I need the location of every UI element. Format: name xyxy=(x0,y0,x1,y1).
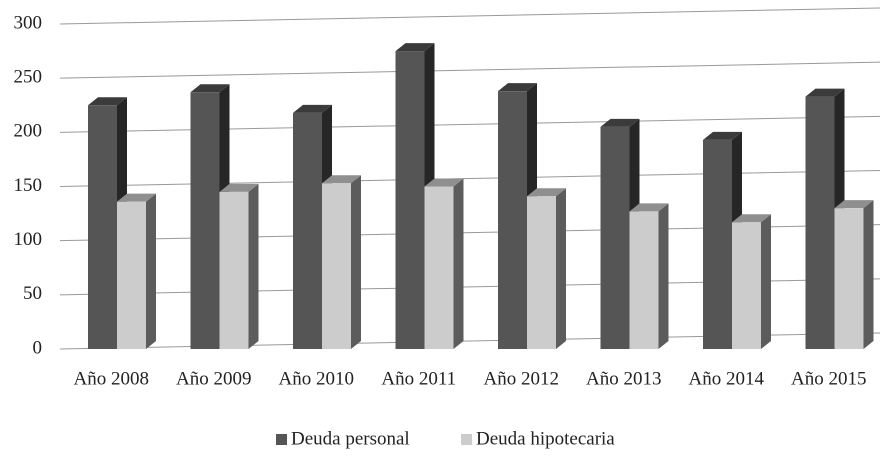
x-tick-label: Año 2014 xyxy=(689,368,765,389)
grid-line xyxy=(59,115,881,133)
bar-top xyxy=(293,104,332,113)
bar-top xyxy=(629,203,669,212)
legend-swatch xyxy=(461,434,472,445)
bar-side xyxy=(146,193,156,349)
legend-swatch xyxy=(276,434,287,445)
bar-top xyxy=(322,175,361,184)
y-tick-label: 150 xyxy=(14,175,43,196)
bar-top xyxy=(805,88,845,97)
bar xyxy=(703,139,732,349)
x-tick-label: Año 2009 xyxy=(176,368,251,389)
bar-top xyxy=(395,43,435,52)
x-tick-label: Año 2012 xyxy=(484,368,559,389)
bar xyxy=(600,126,630,350)
bar-side xyxy=(863,200,874,349)
bar-top xyxy=(219,183,259,192)
bar xyxy=(117,201,146,349)
grid-line xyxy=(59,170,881,187)
bar-top xyxy=(424,178,464,187)
bar-side xyxy=(351,175,361,349)
x-tick-label: Año 2015 xyxy=(791,368,866,389)
bar-side xyxy=(453,178,464,349)
bar xyxy=(629,211,659,349)
bar-top xyxy=(600,118,640,127)
y-tick-label: 0 xyxy=(33,337,43,358)
bar-side xyxy=(248,183,259,349)
bar xyxy=(190,92,220,349)
grid-line xyxy=(59,7,881,25)
x-tick-label: Año 2013 xyxy=(586,368,661,389)
bar xyxy=(219,191,249,349)
bar-top xyxy=(527,188,566,197)
bar xyxy=(732,222,761,349)
bar-top xyxy=(834,200,874,209)
y-tick-label: 200 xyxy=(14,121,43,142)
bar xyxy=(322,183,351,349)
legend-label: Deuda hipotecaria xyxy=(476,428,615,449)
bar xyxy=(395,51,425,349)
x-tick-label: Año 2010 xyxy=(279,368,354,389)
bar-side xyxy=(556,188,566,349)
bar xyxy=(424,186,454,349)
bar-side xyxy=(658,203,669,349)
x-tick-label: Año 2011 xyxy=(381,368,456,389)
bar-top xyxy=(703,131,742,140)
y-tick-label: 100 xyxy=(14,229,43,250)
y-tick-label: 300 xyxy=(14,12,43,33)
y-tick-label: 250 xyxy=(14,67,43,88)
bar xyxy=(293,112,322,349)
y-tick-label: 50 xyxy=(23,283,42,304)
bar-side xyxy=(761,214,771,349)
bar-top xyxy=(117,193,156,202)
bar-top xyxy=(88,97,127,106)
legend-label: Deuda personal xyxy=(291,428,410,449)
grid-line xyxy=(59,61,881,79)
bar xyxy=(88,105,117,349)
bar xyxy=(527,196,556,349)
x-tick-label: Año 2008 xyxy=(74,368,149,389)
bar xyxy=(498,91,527,350)
bar xyxy=(805,96,835,349)
bar xyxy=(834,208,864,349)
bar-top xyxy=(498,83,537,92)
bar-top xyxy=(190,84,230,93)
bar-top xyxy=(732,214,771,223)
